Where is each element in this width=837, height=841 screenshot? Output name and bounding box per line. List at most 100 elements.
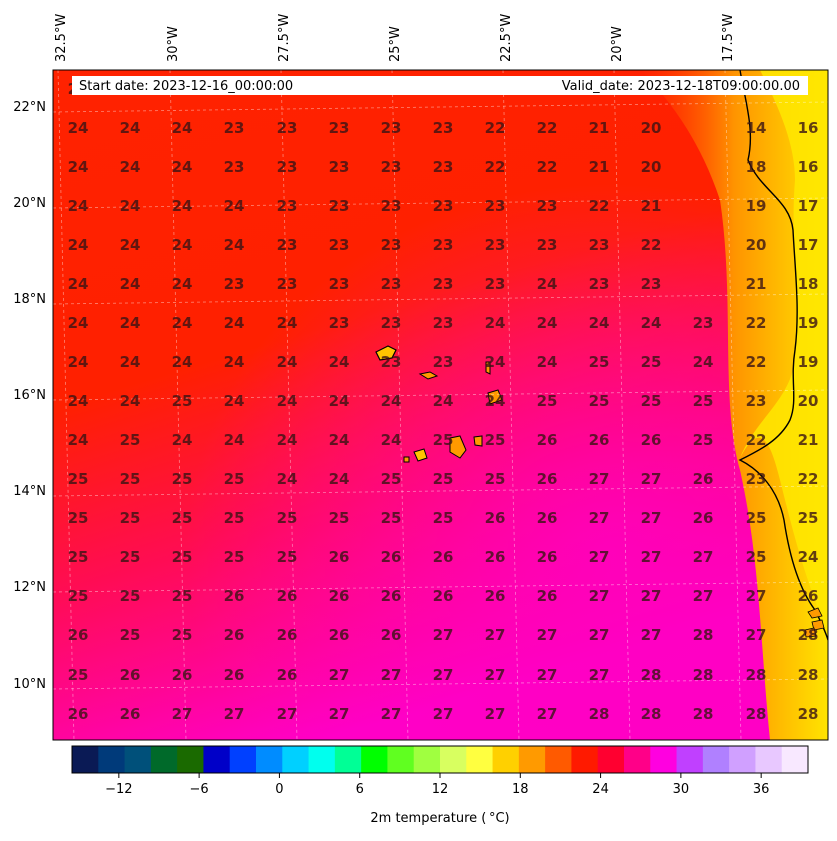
grid-value: 22 <box>537 158 558 176</box>
colorbar-segment <box>702 746 730 773</box>
latitude-label: 14°N <box>13 484 46 499</box>
grid-value: 23 <box>329 314 350 332</box>
colorbar-segment <box>334 746 362 773</box>
grid-value: 24 <box>172 353 193 371</box>
grid-value: 26 <box>381 626 402 644</box>
grid-value: 23 <box>329 158 350 176</box>
coastal-gradient <box>640 70 828 740</box>
temperature-values: 2424232323232323222221201524242423232323… <box>68 80 819 723</box>
grid-value: 25 <box>433 470 454 488</box>
grid-value: 16 <box>798 119 819 137</box>
grid-value: 22 <box>485 158 506 176</box>
colorbar-segment <box>413 746 441 773</box>
grid-value: 27 <box>433 705 454 723</box>
grid-value: 28 <box>693 705 714 723</box>
grid-value: 23 <box>381 275 402 293</box>
grid-value: 24 <box>329 392 350 410</box>
colorbar-segment <box>387 746 415 773</box>
grid-value: 27 <box>589 666 610 684</box>
island-sao-vicente <box>418 371 439 380</box>
grid-value: 24 <box>172 431 193 449</box>
colorbar-segment <box>203 746 231 773</box>
grid-value: 26 <box>172 666 193 684</box>
colorbar-tick-label: 36 <box>753 782 770 797</box>
grid-value: 25 <box>120 626 141 644</box>
island-sal <box>485 361 491 375</box>
grid-value: 26 <box>329 548 350 566</box>
grid-value: 23 <box>381 236 402 254</box>
grid-value: 18 <box>798 275 819 293</box>
grid-value: 27 <box>433 626 454 644</box>
grid-value: 23 <box>329 197 350 215</box>
grid-value: 23 <box>224 119 245 137</box>
colorbar-segment <box>308 746 336 773</box>
grid-value: 14 <box>746 119 767 137</box>
grid-value: 25 <box>589 353 610 371</box>
latitude-label: 10°N <box>13 677 46 692</box>
grid-value: 20 <box>641 119 662 137</box>
grid-value: 22 <box>798 470 819 488</box>
grid-value: 23 <box>485 236 506 254</box>
grid-value: 24 <box>641 314 662 332</box>
grid-value: 26 <box>485 587 506 605</box>
grid-value: 24 <box>537 275 558 293</box>
grid-value: 17 <box>798 236 819 254</box>
grid-value: 28 <box>746 666 767 684</box>
grid-value: 23 <box>329 119 350 137</box>
colorbar-segment <box>124 746 152 773</box>
grid-value: 28 <box>746 705 767 723</box>
grid-value: 26 <box>120 705 141 723</box>
grid-value: 27 <box>746 587 767 605</box>
grid-value: 24 <box>120 119 141 137</box>
grid-value: 25 <box>433 431 454 449</box>
grid-value: 26 <box>537 587 558 605</box>
grid-value: 27 <box>641 587 662 605</box>
colorbar-segment <box>597 746 625 773</box>
grid-value: 25 <box>172 470 193 488</box>
grid-value: 27 <box>589 548 610 566</box>
latitude-labels: 22°N 20°N 18°N 16°N 14°N 12°N 10°N <box>13 100 46 692</box>
longitude-label: 30°W <box>166 26 181 62</box>
grid-value: 24 <box>277 431 298 449</box>
grid-value: 21 <box>589 158 610 176</box>
grid-value: 24 <box>277 314 298 332</box>
grid-value: 25 <box>381 470 402 488</box>
grid-value: 24 <box>120 275 141 293</box>
longitude-labels: 32.5°W 30°W 27.5°W 25°W 22.5°W 20°W 17.5°W <box>54 14 736 62</box>
grid-value: 27 <box>589 470 610 488</box>
grid-value: 26 <box>537 470 558 488</box>
grid-value: 27 <box>641 470 662 488</box>
colorbar-segment <box>729 746 756 773</box>
colorbar: −12 −6 0 6 12 18 24 30 36 2m temperature ( °C) <box>71 745 809 826</box>
latitude-label: 16°N <box>13 388 46 403</box>
grid-value: 25 <box>120 548 141 566</box>
grid-value: 24 <box>589 314 610 332</box>
grid-value: 27 <box>381 666 402 684</box>
grid-value: 23 <box>537 236 558 254</box>
grid-value: 20 <box>798 392 819 410</box>
grid-value: 28 <box>693 626 714 644</box>
grid-value: 24 <box>277 470 298 488</box>
grid-value: 22 <box>746 431 767 449</box>
grid-value: 24 <box>224 236 245 254</box>
grid-value: 26 <box>277 587 298 605</box>
grid-value: 19 <box>746 197 767 215</box>
colorbar-tick-label: 0 <box>275 782 283 797</box>
colorbar-tick-label: 12 <box>432 782 449 797</box>
grid-value: 23 <box>277 236 298 254</box>
grid-value: 24 <box>68 353 89 371</box>
latitude-label: 20°N <box>13 196 46 211</box>
grid-value: 25 <box>277 509 298 527</box>
grid-value: 27 <box>589 626 610 644</box>
grid-value: 23 <box>433 275 454 293</box>
grid-value: 24 <box>172 197 193 215</box>
latitude-label: 18°N <box>13 292 46 307</box>
grid-value: 23 <box>381 314 402 332</box>
grid-value: 26 <box>537 548 558 566</box>
grid-value: 21 <box>589 119 610 137</box>
bijagos-islands <box>804 607 825 638</box>
grid-value: 24 <box>68 197 89 215</box>
colorbar-segment <box>282 746 310 773</box>
grid-value: 28 <box>798 705 819 723</box>
